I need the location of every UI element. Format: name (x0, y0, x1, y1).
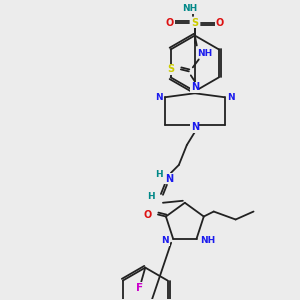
Text: S: S (167, 64, 175, 74)
Text: F: F (136, 283, 143, 292)
Text: O: O (144, 209, 152, 220)
Text: N: N (191, 122, 199, 132)
Text: O: O (216, 18, 224, 28)
Text: NH: NH (182, 4, 197, 13)
Text: N: N (165, 174, 173, 184)
Text: S: S (191, 18, 198, 28)
Text: N: N (191, 82, 199, 92)
Text: H: H (147, 192, 155, 201)
Text: N: N (161, 236, 169, 245)
Text: H: H (155, 170, 163, 179)
Text: NH: NH (197, 49, 212, 58)
Text: N: N (155, 93, 163, 102)
Text: N: N (226, 93, 234, 102)
Text: NH: NH (200, 236, 216, 245)
Text: O: O (166, 18, 174, 28)
